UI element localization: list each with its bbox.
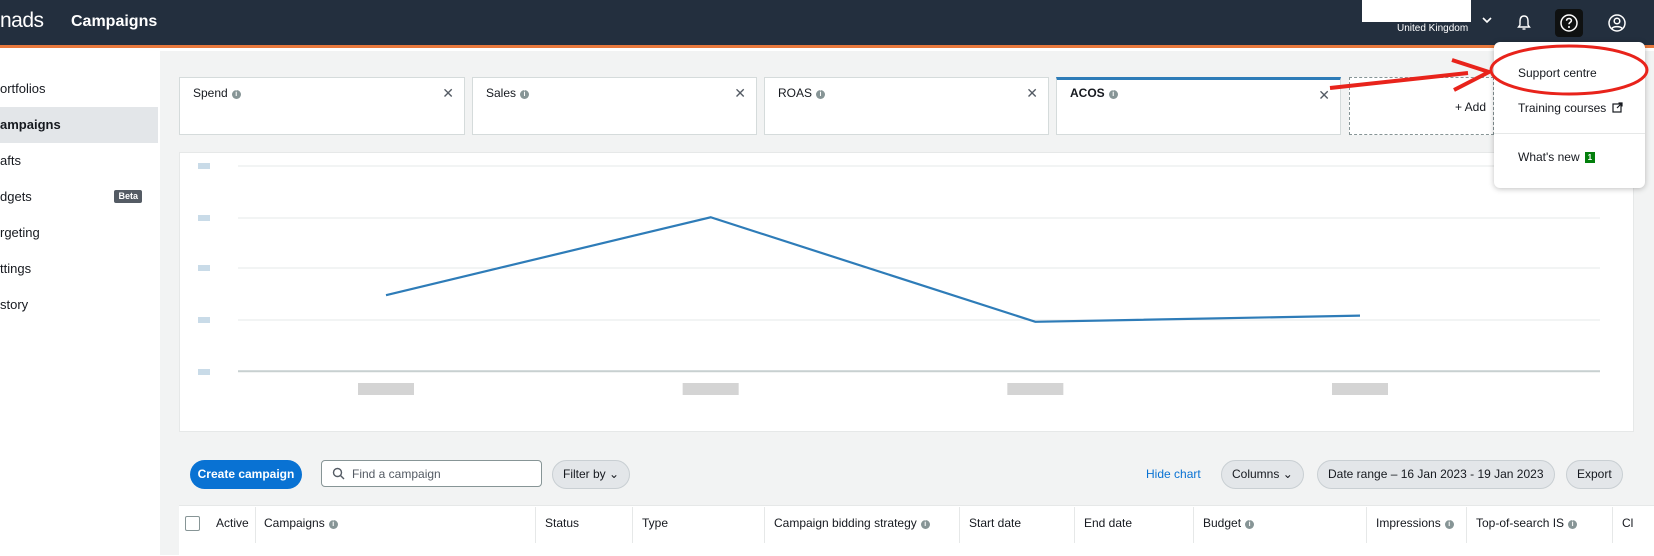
help-dropdown-menu: Support centre Training courses What's n…: [1494, 42, 1645, 188]
menu-item-training-courses[interactable]: Training courses: [1518, 101, 1623, 115]
metric-card-sales[interactable]: Sales i ✕: [472, 77, 757, 135]
sidebar-item-portfolios[interactable]: ortfolios: [0, 81, 46, 96]
sidebar-item-drafts[interactable]: afts: [0, 153, 21, 168]
metric-label: Sales: [486, 86, 517, 100]
search-icon: [332, 467, 345, 485]
search-placeholder: Find a campaign: [352, 467, 441, 481]
sidebar-item-budgets[interactable]: dgets Beta: [0, 179, 158, 215]
help-icon[interactable]: [1555, 9, 1583, 37]
chart-panel: [179, 152, 1634, 432]
redacted-area: [1362, 0, 1471, 22]
page-title: Campaigns: [71, 13, 158, 30]
close-icon[interactable]: ✕: [734, 85, 746, 101]
top-navigation-bar: nads Campaigns United Kingdom: [0, 0, 1654, 48]
y-tick-label-blurred: [198, 163, 210, 169]
acos-series-line: [385, 216, 1361, 323]
hide-chart-link[interactable]: Hide chart: [1146, 467, 1201, 481]
sidebar-item-history[interactable]: story: [0, 297, 29, 312]
column-divider: [1612, 507, 1613, 543]
menu-item-whats-new[interactable]: What's new 1: [1518, 150, 1596, 164]
search-input[interactable]: Find a campaign: [321, 460, 542, 487]
create-campaign-button[interactable]: Create campaign: [190, 460, 302, 489]
column-header-end-date[interactable]: End date: [1084, 516, 1133, 530]
x-tick-label-blurred: [1007, 383, 1064, 395]
columns-button[interactable]: Columns ⌄: [1221, 460, 1304, 489]
metric-card-spend[interactable]: Spend i ✕: [179, 77, 465, 135]
column-header-campaigns[interactable]: Campaigns i: [264, 516, 338, 530]
column-header-clicks[interactable]: Cl: [1622, 516, 1634, 530]
info-icon[interactable]: i: [1568, 520, 1578, 529]
column-divider: [1074, 507, 1075, 543]
sidebar-item-targeting[interactable]: rgeting: [0, 225, 40, 240]
close-icon[interactable]: ✕: [1318, 87, 1330, 103]
y-tick-label-blurred: [198, 317, 210, 323]
column-divider: [959, 507, 960, 543]
chevron-down-icon[interactable]: [1481, 14, 1493, 29]
select-all-checkbox[interactable]: [185, 516, 200, 531]
column-header-top-of-search-is[interactable]: Top-of-search IS i: [1476, 516, 1578, 530]
info-icon[interactable]: i: [231, 90, 241, 99]
menu-divider: [1494, 133, 1645, 134]
x-tick-label-blurred: [682, 383, 739, 395]
notification-badge: 1: [1584, 152, 1596, 163]
sidebar-item-settings[interactable]: ttings: [0, 261, 32, 276]
column-divider: [632, 507, 633, 543]
column-header-impressions[interactable]: Impressions i: [1376, 516, 1454, 530]
date-range-button[interactable]: Date range – 16 Jan 2023 - 19 Jan 2023: [1317, 460, 1555, 489]
table-header: [179, 505, 1654, 556]
column-header-start-date[interactable]: Start date: [969, 516, 1022, 530]
beta-badge: Beta: [114, 190, 142, 203]
metric-card-acos[interactable]: ACOS i ✕: [1056, 77, 1341, 135]
chevron-down-icon: ⌄: [1282, 467, 1293, 481]
column-header-budget[interactable]: Budget i: [1203, 516, 1255, 530]
column-header-bidding-strategy[interactable]: Campaign bidding strategy i: [774, 516, 930, 530]
info-icon[interactable]: i: [1444, 520, 1454, 529]
brand-logo[interactable]: nads: [0, 9, 44, 32]
info-icon[interactable]: i: [920, 520, 930, 529]
column-divider: [255, 507, 256, 543]
sidebar-item-campaigns[interactable]: ampaigns: [0, 107, 158, 143]
column-divider: [1366, 507, 1367, 543]
metric-label: ACOS: [1070, 86, 1105, 100]
user-icon[interactable]: [1603, 9, 1631, 37]
y-tick-label-blurred: [198, 369, 210, 375]
column-divider: [1193, 507, 1194, 543]
close-icon[interactable]: ✕: [1026, 85, 1038, 101]
column-divider: [764, 507, 765, 543]
metric-label: Spend: [193, 86, 228, 100]
export-button[interactable]: Export: [1566, 460, 1623, 489]
metric-card-roas[interactable]: ROAS i ✕: [764, 77, 1049, 135]
column-header-status[interactable]: Status: [545, 516, 580, 530]
x-tick-label-blurred: [1332, 383, 1388, 395]
acos-line-chart: [198, 163, 1600, 395]
info-icon[interactable]: i: [1108, 90, 1118, 99]
y-tick-label-blurred: [198, 265, 210, 271]
chevron-down-icon: ⌄: [609, 467, 620, 481]
menu-item-support-centre[interactable]: Support centre: [1518, 66, 1597, 80]
info-icon[interactable]: i: [1245, 520, 1255, 529]
bell-icon[interactable]: [1510, 9, 1538, 37]
info-icon[interactable]: i: [520, 90, 530, 99]
column-divider: [535, 507, 536, 543]
info-icon[interactable]: i: [816, 90, 826, 99]
y-tick-label-blurred: [198, 215, 210, 221]
column-header-type[interactable]: Type: [642, 516, 669, 530]
external-link-icon: [1610, 101, 1623, 115]
x-tick-label-blurred: [358, 383, 414, 395]
column-divider: [1466, 507, 1467, 543]
add-metric-button[interactable]: + Add: [1349, 77, 1494, 135]
column-header-active[interactable]: Active: [216, 516, 249, 530]
info-icon[interactable]: i: [328, 520, 338, 529]
filter-by-button[interactable]: Filter by ⌄: [552, 460, 631, 489]
close-icon[interactable]: ✕: [442, 85, 454, 101]
marketplace-selector[interactable]: United Kingdom: [1397, 23, 1469, 34]
metric-label: ROAS: [778, 86, 813, 100]
sidebar: ortfolios ampaigns afts dgets Beta rgetin…: [0, 51, 160, 555]
